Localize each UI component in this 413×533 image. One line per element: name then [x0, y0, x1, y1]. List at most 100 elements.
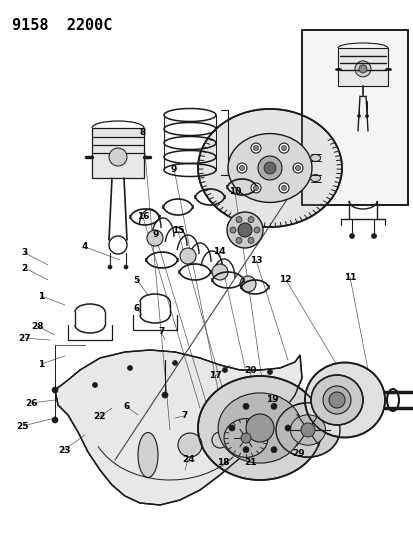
Ellipse shape [240, 276, 255, 292]
Circle shape [328, 392, 344, 408]
Text: 6: 6 [123, 402, 129, 410]
Text: 28: 28 [31, 322, 43, 330]
Text: 5: 5 [133, 276, 140, 285]
Ellipse shape [211, 264, 228, 280]
Circle shape [228, 425, 235, 431]
Circle shape [253, 146, 258, 151]
Circle shape [271, 447, 276, 453]
Text: 14: 14 [213, 247, 225, 256]
Circle shape [235, 216, 242, 223]
Circle shape [108, 265, 112, 269]
Ellipse shape [223, 418, 267, 457]
Circle shape [354, 61, 370, 77]
Circle shape [370, 233, 375, 238]
Text: 9158  2200C: 9158 2200C [12, 18, 112, 33]
Circle shape [281, 146, 286, 151]
Bar [301, 30, 407, 205]
Text: 10: 10 [228, 188, 241, 196]
Circle shape [257, 156, 281, 180]
Circle shape [358, 65, 366, 73]
Circle shape [127, 366, 132, 370]
Polygon shape [337, 48, 387, 86]
Circle shape [349, 233, 354, 238]
Circle shape [172, 360, 177, 366]
Text: 1: 1 [38, 360, 45, 368]
Text: 11: 11 [343, 273, 355, 281]
Circle shape [247, 216, 254, 223]
Text: 7: 7 [158, 327, 164, 336]
Polygon shape [92, 128, 144, 178]
Circle shape [254, 227, 259, 233]
Ellipse shape [228, 134, 311, 203]
Text: 27: 27 [19, 334, 31, 343]
Circle shape [124, 265, 128, 269]
Circle shape [250, 183, 260, 193]
Polygon shape [55, 350, 301, 505]
Ellipse shape [290, 415, 325, 445]
Text: 8: 8 [139, 128, 146, 136]
Text: 9: 9 [152, 230, 158, 239]
Circle shape [281, 185, 286, 190]
Circle shape [230, 227, 235, 233]
Circle shape [292, 163, 302, 173]
Circle shape [267, 369, 272, 375]
Text: 16: 16 [136, 213, 149, 221]
Circle shape [52, 417, 58, 423]
Circle shape [236, 163, 247, 173]
Bar [301, 30, 407, 205]
Circle shape [250, 143, 260, 153]
Circle shape [253, 185, 258, 190]
Circle shape [365, 115, 368, 117]
Circle shape [235, 237, 242, 244]
Text: 6: 6 [133, 304, 140, 312]
Text: 3: 3 [21, 248, 28, 257]
Ellipse shape [310, 174, 320, 182]
Circle shape [222, 367, 227, 373]
Text: 22: 22 [93, 413, 105, 421]
Circle shape [178, 433, 202, 457]
Ellipse shape [147, 230, 163, 246]
Circle shape [239, 166, 244, 171]
Circle shape [242, 447, 248, 453]
Text: 4: 4 [81, 243, 88, 251]
Ellipse shape [310, 155, 320, 161]
Circle shape [237, 223, 252, 237]
Text: 1: 1 [38, 292, 45, 301]
Text: 2: 2 [21, 264, 28, 272]
Circle shape [278, 143, 288, 153]
Circle shape [109, 148, 127, 166]
Circle shape [263, 162, 275, 174]
Ellipse shape [197, 109, 341, 227]
Text: 25: 25 [17, 422, 29, 431]
Circle shape [295, 166, 300, 171]
Text: 12: 12 [279, 276, 291, 284]
Ellipse shape [197, 376, 321, 480]
Text: 23: 23 [58, 446, 70, 455]
Text: 29: 29 [291, 449, 304, 457]
Circle shape [242, 403, 248, 409]
Circle shape [300, 423, 314, 437]
Circle shape [278, 183, 288, 193]
Circle shape [357, 115, 360, 117]
Circle shape [247, 237, 254, 244]
Circle shape [240, 433, 250, 443]
Text: 24: 24 [182, 455, 194, 464]
Text: 18: 18 [217, 458, 229, 467]
Text: 9: 9 [170, 165, 177, 174]
Circle shape [161, 392, 168, 398]
Text: 20: 20 [244, 366, 256, 375]
Ellipse shape [226, 212, 262, 248]
Circle shape [52, 387, 58, 393]
Ellipse shape [310, 375, 362, 425]
Ellipse shape [138, 432, 158, 478]
Ellipse shape [180, 248, 195, 264]
Circle shape [245, 414, 273, 442]
Circle shape [284, 425, 290, 431]
Text: 13: 13 [249, 256, 261, 264]
Ellipse shape [218, 393, 301, 463]
Text: 19: 19 [266, 395, 278, 404]
Circle shape [211, 432, 228, 448]
Text: 7: 7 [180, 411, 187, 420]
Text: 21: 21 [244, 458, 256, 467]
Text: 15: 15 [171, 227, 184, 235]
